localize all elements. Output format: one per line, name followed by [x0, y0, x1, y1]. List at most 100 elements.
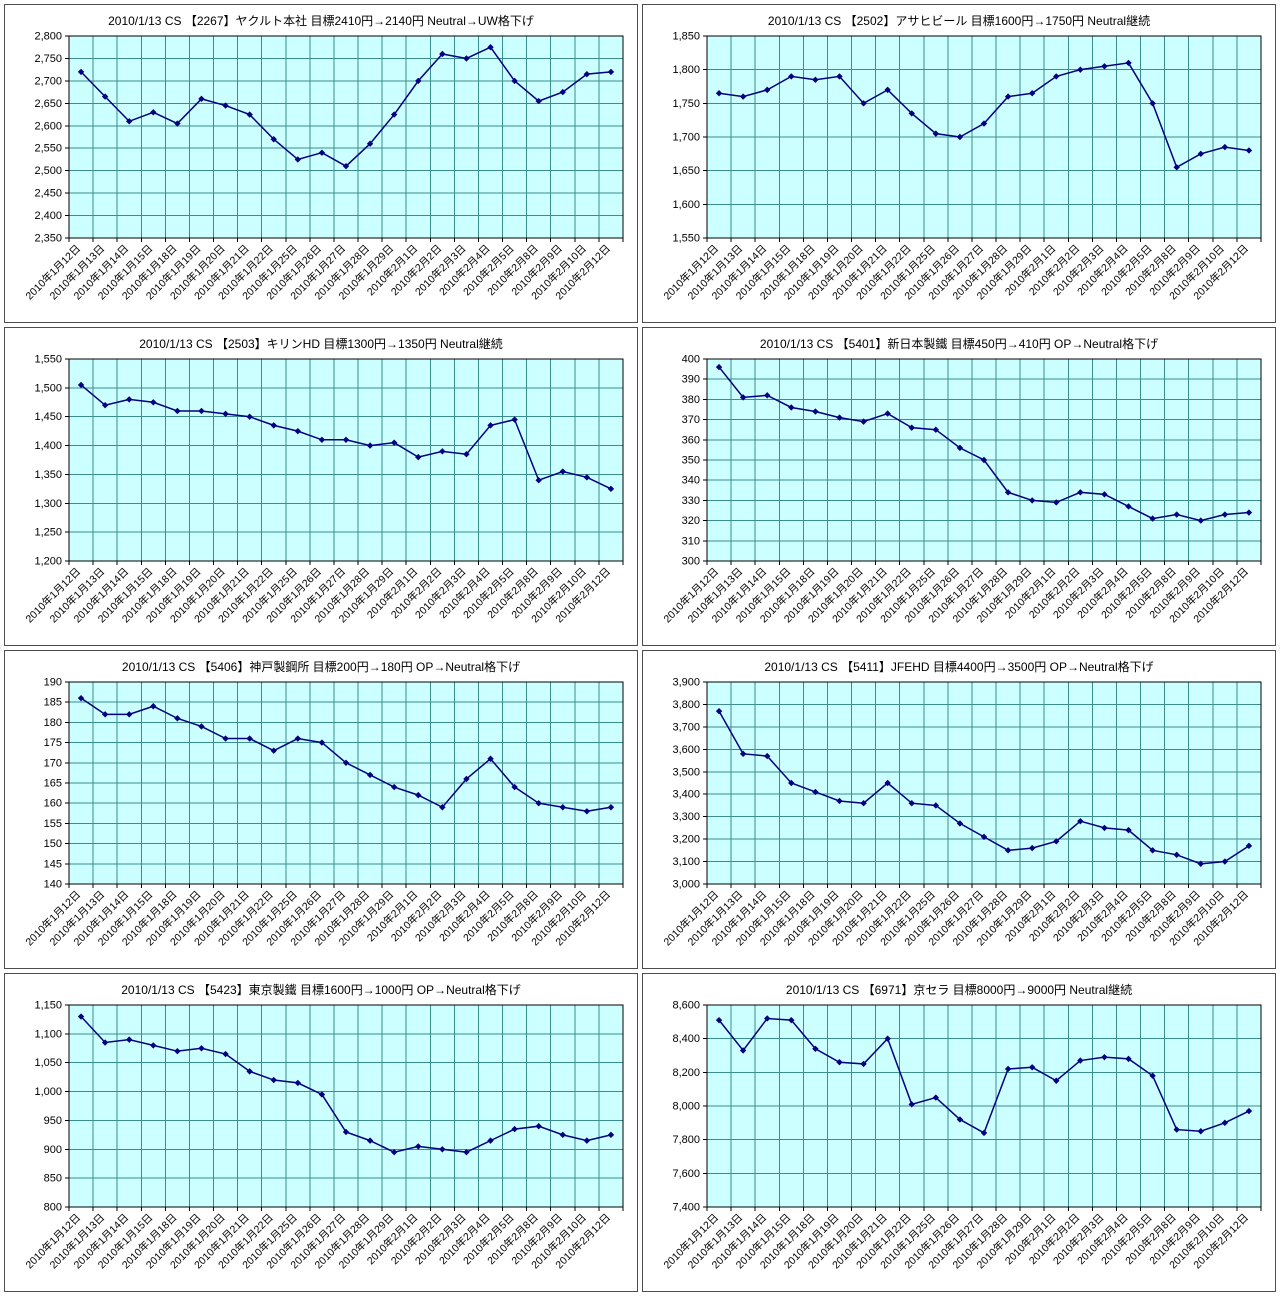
y-axis-label: 950 [44, 1115, 62, 1127]
data-point-marker [908, 110, 915, 117]
y-axis-label: 320 [682, 515, 700, 527]
y-axis-label: 2,750 [34, 53, 62, 65]
y-axis-label: 300 [682, 556, 700, 568]
data-point-marker [222, 102, 229, 109]
y-axis-label: 8,400 [672, 1033, 700, 1045]
y-axis-label: 8,200 [672, 1067, 700, 1079]
y-axis-label: 3,900 [672, 677, 700, 689]
data-point-marker [126, 396, 133, 403]
data-point-marker [270, 136, 277, 143]
data-point-marker [1125, 503, 1132, 510]
data-point-marker [222, 735, 229, 742]
data-point-marker [439, 804, 446, 811]
data-point-marker [715, 90, 723, 97]
y-axis-label: 2,400 [34, 210, 62, 222]
data-point-marker [342, 1128, 350, 1136]
y-axis-label: 175 [44, 737, 62, 749]
data-point-marker [559, 88, 566, 96]
data-point-marker [739, 394, 747, 401]
chart-panel-tokyo-steel: 2010/1/13 CS 【5423】東京製鐵 目標1600円→1000円 OP… [4, 973, 638, 1292]
data-point-marker [836, 797, 843, 805]
chart-title: 2010/1/13 CS 【2267】ヤクルト本社 目標2410円→2140円 … [108, 14, 534, 28]
y-axis-label: 340 [682, 475, 700, 487]
data-point-marker [1125, 1055, 1132, 1063]
y-axis-label: 380 [682, 394, 700, 406]
y-axis-label: 1,650 [672, 165, 700, 177]
y-axis-label: 360 [682, 434, 700, 446]
data-point-marker [980, 833, 988, 841]
y-axis-label: 3,400 [672, 789, 700, 801]
data-point-marker [583, 808, 591, 815]
data-point-marker [535, 477, 542, 484]
data-point-marker [270, 422, 277, 429]
chart-plot: 1,5501,6001,6501,7001,7501,8001,8502010年… [661, 31, 1262, 302]
plot-area [69, 359, 623, 561]
y-axis-label: 3,500 [672, 766, 700, 778]
y-axis-label: 2,800 [34, 31, 62, 43]
data-point-marker [463, 451, 470, 458]
y-axis-label: 160 [44, 798, 62, 810]
y-axis-label: 1,600 [672, 199, 700, 211]
data-point-marker [884, 779, 891, 787]
data-point-marker [607, 68, 615, 76]
data-point-marker [980, 1129, 988, 1137]
data-point-marker [812, 788, 819, 796]
data-point-marker [222, 1050, 229, 1058]
plot-border [68, 35, 624, 239]
plot-border [706, 681, 1262, 885]
data-point-marker [836, 73, 843, 80]
y-axis-label: 2,700 [34, 75, 62, 87]
data-point-marker [198, 95, 205, 103]
data-point-marker [1173, 164, 1180, 171]
data-point-marker [366, 140, 374, 147]
y-axis-label: 190 [44, 677, 62, 689]
y-axis-label: 8,600 [672, 1000, 700, 1012]
data-point-marker [607, 804, 615, 811]
chart-plot: 2,350 2,400 2,450 2,500 2,550 2,600 2,650 2,700… [23, 31, 624, 302]
y-axis-label: 155 [44, 818, 62, 830]
chart-plot: 7,4007,6007,8008,0008,2008,4008,6002010年… [661, 1000, 1262, 1271]
chart-panel-kirin: 2010/1/13 CS 【2503】キリンHD 目標1300円→1350円 N… [4, 327, 638, 646]
y-axis-label: 7,400 [672, 1202, 700, 1214]
data-point-marker [318, 1091, 326, 1098]
data-point-marker [836, 414, 843, 421]
data-point-marker [174, 715, 181, 722]
data-point-marker [788, 779, 795, 787]
data-point-marker [150, 399, 157, 406]
y-axis-label: 370 [682, 414, 700, 426]
chart-title: 2010/1/13 CS 【5423】東京製鐵 目標1600円→1000円 OP… [121, 983, 521, 997]
chart-plot: 8008509009501,0001,0501,1001,1502010年1月1… [23, 1000, 624, 1271]
data-point-marker [77, 68, 85, 76]
data-point-marker [1053, 73, 1060, 80]
y-axis-label: 400 [682, 354, 700, 366]
chart-plot: 3003103203303403503603703803904002010年1月… [661, 354, 1262, 625]
plot-area [707, 682, 1261, 884]
data-point-marker [1197, 517, 1204, 524]
data-point-marker [764, 1015, 771, 1022]
data-point-marker [1053, 499, 1060, 506]
y-axis-label: 185 [44, 697, 62, 709]
chart-title: 2010/1/13 CS 【6971】京セラ 目標8000円→9000円 Neu… [785, 983, 1133, 997]
y-axis-label: 1,150 [34, 1000, 62, 1012]
y-axis-label: 1,550 [34, 354, 62, 366]
data-point-marker [1197, 150, 1204, 158]
data-point-marker [559, 804, 566, 811]
data-point-marker [415, 453, 422, 461]
y-axis-label: 145 [44, 858, 62, 870]
data-point-marker [439, 448, 446, 455]
data-point-marker [487, 755, 494, 762]
data-point-marker [764, 86, 771, 94]
y-axis-label: 1,450 [34, 411, 62, 423]
data-point-marker [487, 44, 494, 51]
data-point-marker [511, 77, 518, 85]
data-point-marker [246, 413, 253, 420]
data-point-marker [150, 109, 157, 116]
data-point-marker [559, 468, 566, 475]
y-axis-label: 3,700 [672, 721, 700, 733]
chart-panel-kyocera: 2010/1/13 CS 【6971】京セラ 目標8000円→9000円 Neu… [642, 973, 1276, 1292]
y-axis-label: 1,100 [34, 1028, 62, 1040]
data-point-marker [246, 1068, 253, 1075]
chart-title: 2010/1/13 CS 【5411】JFEHD 目標4400円→3500円 O… [764, 660, 1154, 674]
y-axis-label: 900 [44, 1144, 62, 1156]
y-axis-label: 1,000 [34, 1086, 62, 1098]
